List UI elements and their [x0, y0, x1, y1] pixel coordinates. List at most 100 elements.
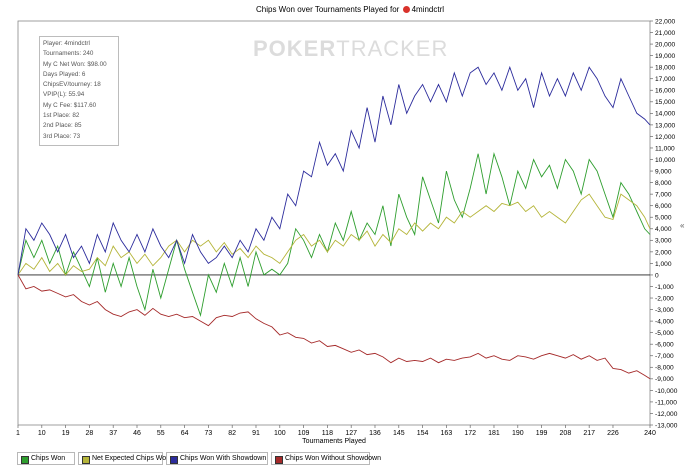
y-tick-label: -3,000 [655, 307, 674, 314]
x-tick-label: 190 [512, 430, 524, 437]
stats-row: Days Played: 6 [43, 70, 86, 78]
x-tick-label: 163 [441, 430, 453, 437]
y-tick-label: 6,000 [655, 203, 672, 210]
y-tick-label: 12,000 [655, 134, 676, 141]
y-tick-label: 17,000 [655, 76, 676, 83]
legend-swatch [275, 456, 283, 464]
y-tick-label: 11,000 [655, 145, 675, 152]
legend-label: Chips Won With Showdown [180, 455, 267, 462]
series-line-2 [17, 65, 651, 275]
x-tick-label: 136 [369, 430, 381, 437]
y-tick-label: 10,000 [655, 157, 676, 164]
y-tick-label: 9,000 [655, 168, 672, 175]
y-tick-label: 4,000 [655, 226, 672, 233]
stats-box: Player: 4mindctrl Tournaments: 240 My C Ne… [39, 36, 119, 146]
x-tick-label: 181 [488, 430, 500, 437]
y-tick-label: 7,000 [655, 192, 672, 199]
series-line-0 [17, 151, 651, 318]
pokertracker-watermark: POKERTRACKER [253, 36, 448, 62]
x-tick-label: 127 [345, 430, 357, 437]
x-tick-label: 28 [85, 430, 93, 437]
collapse-arrow-icon[interactable]: « [680, 221, 685, 230]
y-tick-label: -1,000 [655, 284, 674, 291]
chart-title: Chips Won over Tournaments Played for 4m… [0, 5, 700, 14]
x-tick-label: 118 [322, 430, 333, 437]
y-tick-label: -9,000 [655, 376, 674, 383]
y-tick-label: 5,000 [655, 215, 672, 222]
chart-title-player: 4mindctrl [411, 5, 445, 14]
legend-item[interactable]: Chips Won [17, 452, 75, 465]
legend-swatch [82, 456, 90, 464]
x-tick-label: 172 [464, 430, 476, 437]
stats-row: VPIP(L): 55.94 [43, 91, 85, 99]
pokertracker-logo-icon [402, 6, 410, 13]
chart-title-text: Chips Won over Tournaments Played for [255, 5, 400, 14]
stats-row: 1st Place: 82 [43, 112, 80, 120]
y-tick-label: 20,000 [655, 41, 676, 48]
x-tick-label: 55 [157, 430, 165, 437]
x-tick-label: 226 [607, 430, 619, 437]
legend: Chips Won Net Expected Chips Won Chips Won… [0, 452, 700, 466]
y-tick-label: -7,000 [655, 353, 674, 360]
x-tick-label: 199 [536, 430, 548, 437]
x-tick-label: 217 [583, 430, 595, 437]
y-tick-label: 8,000 [655, 180, 672, 187]
x-axis: 1 10 19 28 37 46 55 64 73 82 91 100 109 118 127 136 145 1… [16, 425, 656, 437]
x-axis-label: Tournaments Played [302, 438, 366, 445]
legend-label: Chips Won [31, 455, 66, 462]
y-tick-label: -13,000 [655, 422, 678, 429]
y-tick-label: -12,000 [655, 411, 678, 418]
y-tick-label: 0 [655, 272, 659, 279]
x-tick-label: 82 [228, 430, 236, 437]
x-tick-label: 73 [204, 430, 212, 437]
y-tick-label: 22,000 [655, 18, 676, 25]
y-tick-label: 18,000 [655, 65, 676, 72]
x-tick-label: 1 [16, 430, 20, 437]
legend-item[interactable]: Chips Won With Showdown [166, 452, 268, 465]
x-tick-label: 109 [298, 430, 310, 437]
x-tick-label: 64 [181, 430, 189, 437]
x-tick-label: 208 [560, 430, 572, 437]
y-tick-label: 16,000 [655, 88, 676, 95]
y-tick-label: -5,000 [655, 330, 674, 337]
x-tick-label: 240 [644, 430, 656, 437]
y-tick-label: 13,000 [655, 122, 676, 129]
y-tick-label: -11,000 [655, 399, 677, 406]
plot-frame [17, 20, 651, 426]
y-tick-label: -4,000 [655, 319, 674, 326]
y-tick-label: 2,000 [655, 249, 672, 256]
y-tick-label: 19,000 [655, 53, 676, 60]
x-tick-label: 154 [417, 430, 429, 437]
stats-row: Player: 4mindctrl [43, 40, 90, 47]
x-tick-label: 10 [38, 430, 46, 437]
legend-item[interactable]: Chips Won Without Showdown [271, 452, 381, 465]
x-tick-label: 37 [109, 430, 117, 437]
y-tick-label: -8,000 [655, 365, 674, 372]
y-tick-label: 3,000 [655, 238, 672, 245]
stats-row: 2nd Place: 85 [43, 122, 82, 130]
series-layer [17, 65, 651, 380]
stats-row: My C Net Won: $98.00 [43, 60, 107, 68]
y-tick-label: -2,000 [655, 295, 674, 302]
stats-row: ChipsEV/tourney: 18 [43, 81, 101, 89]
x-tick-label: 91 [252, 430, 260, 437]
y-tick-label: 14,000 [655, 111, 676, 118]
watermark-right: TRACKER [336, 36, 449, 61]
x-tick-label: 46 [133, 430, 141, 437]
legend-label: Chips Won Without Showdown [285, 455, 381, 462]
y-tick-label: -10,000 [655, 388, 678, 395]
stats-row: Tournaments: 240 [43, 50, 94, 58]
series-line-1 [17, 193, 651, 276]
legend-swatch [170, 456, 178, 464]
x-tick-label: 19 [62, 430, 70, 437]
watermark-left: POKER [253, 36, 337, 61]
legend-item[interactable]: Net Expected Chips Won [78, 452, 170, 465]
series-line-3 [17, 274, 651, 380]
stats-row: 3rd Place: 73 [43, 132, 81, 140]
y-tick-label: 1,000 [655, 261, 672, 268]
y-tick-label: -6,000 [655, 342, 674, 349]
legend-label: Net Expected Chips Won [92, 455, 171, 462]
x-tick-label: 100 [274, 430, 286, 437]
y-tick-label: 21,000 [655, 30, 676, 37]
